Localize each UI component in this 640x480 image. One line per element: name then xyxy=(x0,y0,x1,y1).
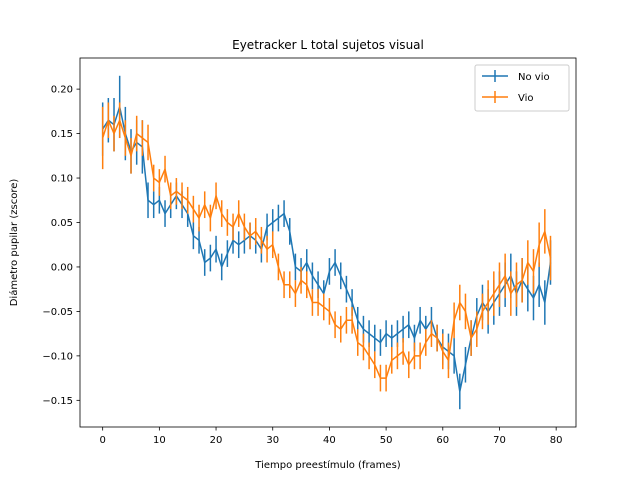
x-tick-label: 20 xyxy=(210,435,223,446)
y-tick-label: 0.20 xyxy=(51,85,73,96)
legend: No vio Vio xyxy=(474,64,570,112)
x-tick-label: 70 xyxy=(493,435,506,446)
legend-entry-no-vio: No vio xyxy=(482,70,550,83)
y-tick-label: 0.15 xyxy=(51,129,73,140)
axes-layer: 0 10 20 30 40 50 60 70 80 −0.15 −0.10 −0.05 0.00 0.05… xyxy=(42,57,577,446)
legend-label-no-vio: No vio xyxy=(518,72,550,83)
series-vio xyxy=(101,102,552,392)
x-tick-label: 50 xyxy=(380,435,393,446)
y-tick-label: 0.05 xyxy=(51,218,73,229)
x-axis-label: Tiempo preestímulo (frames) xyxy=(254,459,400,471)
plot-area xyxy=(80,58,576,427)
y-tick-label: 0.00 xyxy=(51,262,73,273)
x-tick-label: 0 xyxy=(99,435,105,446)
axes-frame xyxy=(79,57,577,428)
y-axis-label: Diámetro pupilar (zscore) xyxy=(8,179,20,307)
y-tick-label: 0.10 xyxy=(51,174,73,185)
x-tick-label: 80 xyxy=(550,435,563,446)
series-line-no-vio xyxy=(102,106,552,393)
y-tick-label: −0.15 xyxy=(42,396,73,407)
x-tick-label: 40 xyxy=(323,435,336,446)
chart-title: Eyetracker L total sujetos visual xyxy=(232,38,424,52)
series-line-vio xyxy=(101,119,552,379)
x-tick-label: 30 xyxy=(266,435,279,446)
y-tick-label: −0.10 xyxy=(42,351,73,362)
y-tick-label: −0.05 xyxy=(42,307,73,318)
legend-entry-vio: Vio xyxy=(482,91,534,104)
x-tick-label: 10 xyxy=(153,435,166,446)
x-tick-label: 60 xyxy=(436,435,449,446)
series-layer xyxy=(101,75,552,410)
legend-label-vio: Vio xyxy=(518,93,534,104)
